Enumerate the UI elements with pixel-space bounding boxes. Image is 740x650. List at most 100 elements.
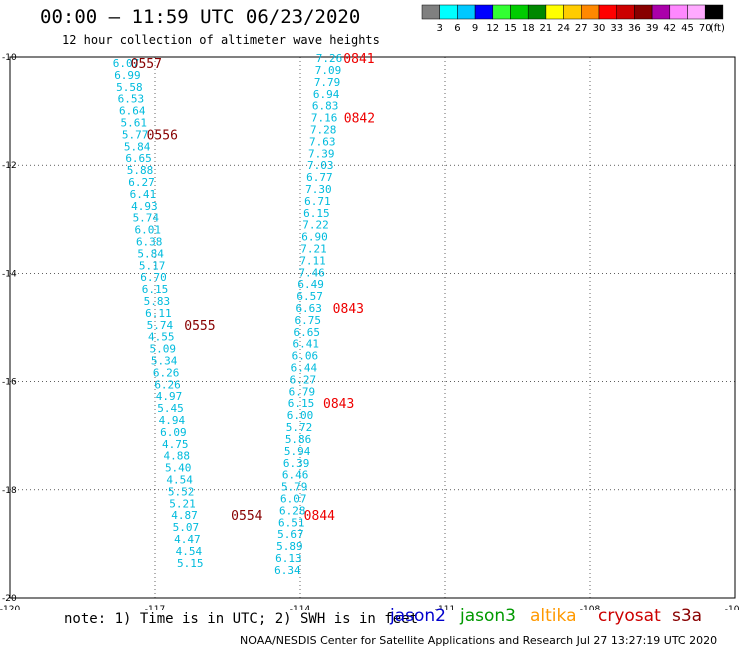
wave-height-point: 7.16 [311,112,338,125]
wave-height-point: 7.46 [298,266,325,279]
scale-label: 30 [593,23,606,34]
wave-height-point: 5.84 [137,247,164,260]
wave-height-point: 6.27 [290,373,317,386]
y-tick-label: -18 [2,486,17,496]
wave-height-point: 6.79 [289,385,316,398]
satellite-s3a: s3a [672,606,703,626]
wave-height-point: 5.88 [127,164,154,177]
wave-height-point: 6.01 [135,224,162,237]
scale-label: 36 [628,23,641,34]
wave-height-point: 6.77 [306,171,333,184]
wave-height-point: 7.21 [300,243,327,256]
wave-height-point: 5.40 [165,462,192,475]
wave-height-point: 5.72 [286,421,313,434]
wave-height-point: 5.52 [168,485,195,498]
scale-label: 3 [437,23,443,34]
color-scale: 3 6 9 12 15 18 21 24 27 30 33 36 39 42 45 70(ft) [421,4,725,34]
wave-height-point: 4.88 [164,450,191,463]
wave-height-point: 7.26 [316,52,343,65]
wave-height-point: 7.28 [310,123,337,136]
wave-height-point: 6.49 [297,278,324,291]
x-tick-label: -117 [145,605,165,610]
wave-height-point: 5.15 [177,557,204,570]
wave-height-point: 6.63 [295,302,322,315]
wave-height-point: 5.61 [120,116,147,129]
x-tick-label: -108 [580,605,601,610]
wave-height-point: 7.30 [305,183,332,196]
wave-height-point: 6.15 [142,283,169,296]
wave-height-point: 6.09 [160,426,187,439]
wave-height-point: 5.74 [147,319,174,332]
wave-height-point: 5.84 [124,140,151,153]
wave-height-point: 4.94 [159,414,186,427]
wave-height-point: 7.63 [309,135,336,148]
wave-height-point: 5.17 [139,259,166,272]
y-tick-label: -20 [2,594,17,604]
scale-label: 6 [454,23,460,34]
wave-height-point: 6.15 [288,397,315,410]
wave-height-chart: -120 -117 -114 -111 -108 -105 -10 -12 -14 -16 -18 -… [0,52,740,610]
wave-height-point: 6.51 [278,516,305,529]
satellite-altika: altika [530,606,577,626]
wave-height-point: 6.41 [130,188,157,201]
wave-height-point: 4.97 [156,390,183,403]
wave-height-point: 7.09 [315,64,342,77]
wave-height-point: 6.34 [274,564,301,577]
time-label: 0843 [333,302,364,317]
wave-height-point: 6.46 [282,469,309,482]
wave-height-point: 6.26 [154,378,181,391]
wave-height-point: 5.21 [169,497,196,510]
scale-label: 12 [486,23,499,34]
wave-height-point: 5.94 [284,445,311,458]
wave-height-point: 6.07 [113,57,140,70]
scale-label: 42 [663,23,676,34]
wave-height-point: 6.44 [291,362,318,375]
wave-height-point: 5.45 [157,402,184,415]
wave-height-point: 6.53 [118,93,145,106]
wave-height-point: 6.00 [287,409,314,422]
time-label: 0841 [343,52,374,67]
time-label: 0842 [344,112,375,127]
wave-height-point: 4.54 [176,545,203,558]
units-note: note: 1) Time is in UTC; 2) SWH is in fe… [64,611,419,627]
wave-height-point: 4.87 [171,509,198,522]
wave-height-point: 7.11 [299,254,326,267]
wave-height-point: 6.90 [301,231,328,244]
wave-height-point: 7.39 [308,147,335,160]
scale-label: 21 [540,23,553,34]
x-tick-label: -114 [290,605,311,610]
wave-height-point: 6.13 [275,552,302,565]
wave-height-point: 5.89 [276,540,303,553]
wave-height-point: 4.75 [162,438,189,451]
scale-label: 9 [472,23,478,34]
time-label: 0843 [323,397,354,412]
wave-height-point: 6.26 [153,366,180,379]
wave-height-point: 7.22 [302,219,329,232]
wave-height-point: 6.11 [145,307,172,320]
y-tick-label: -10 [2,53,17,63]
wave-height-point: 5.07 [173,521,200,534]
scale-label: 15 [504,23,517,34]
scale-unit: (ft) [710,23,725,34]
wave-height-point: 6.27 [128,176,155,189]
wave-height-point: 6.99 [114,69,141,82]
time-label: 0556 [147,128,178,143]
x-tick-label: -111 [435,605,455,610]
wave-height-point: 6.39 [283,457,310,470]
wave-height-point: 6.94 [313,88,340,101]
wave-height-point: 7.79 [314,76,341,89]
time-label: 0554 [231,509,262,524]
wave-height-point: 5.09 [149,343,176,356]
scale-label: 70 [699,23,712,34]
wave-height-point: 7.03 [307,159,334,172]
wave-height-point: 6.07 [280,492,307,505]
wave-height-point: 6.75 [294,314,321,327]
wave-height-point: 4.55 [148,331,175,344]
wave-height-point: 5.86 [285,433,312,446]
satellite-jason2: jason2 [390,606,446,626]
scale-label: 45 [681,23,694,34]
wave-height-point: 6.38 [136,235,163,248]
scale-label: 18 [522,23,535,34]
time-label: 0844 [304,509,335,524]
wave-height-point: 5.74 [133,212,160,225]
